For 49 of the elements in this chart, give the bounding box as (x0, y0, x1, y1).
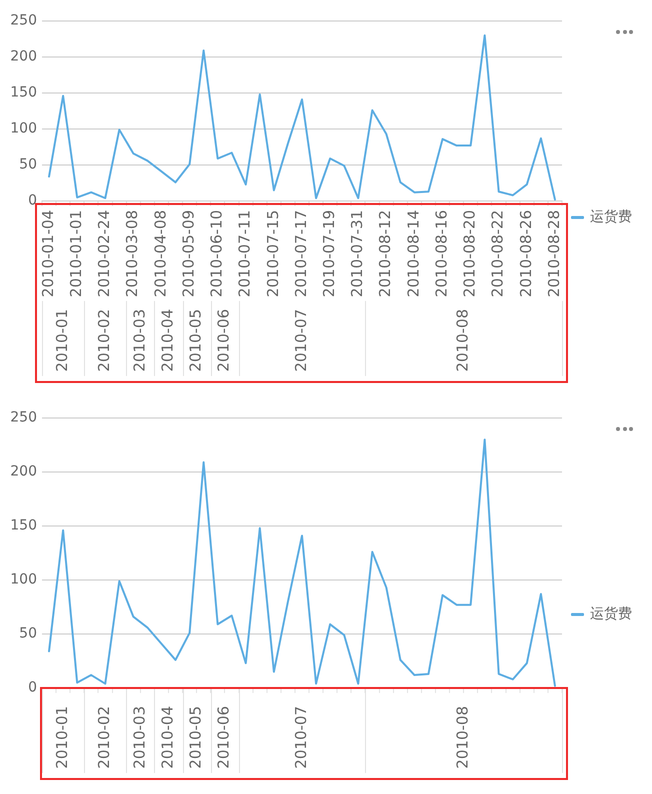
x-tick-label: 2010-08-26 (516, 210, 535, 298)
x-tick-label: 2010-08-14 (404, 210, 422, 298)
text: 2010-03 (130, 309, 148, 372)
text: 2010-01 (52, 309, 71, 372)
y-tick-label: 50 (19, 626, 37, 642)
y-tick-label: 250 (10, 12, 37, 29)
x-tick-label: 2010-01-04 (38, 210, 57, 298)
legend-label: 运货费 (590, 208, 632, 226)
x-tick-label: 2010-07-17 (292, 210, 310, 298)
text: 2010-03 (130, 706, 148, 769)
x-tick-label: 2010-08-12 (376, 210, 394, 298)
text: 2010-08 (454, 706, 472, 769)
x-tick-label: 2010-07-11 (236, 210, 254, 298)
text: 2010-05 (186, 309, 204, 372)
text: 2010-02 (95, 309, 114, 372)
x-tick-label: 2010-08-20 (460, 210, 479, 298)
text: 2010-05 (186, 706, 204, 769)
y-tick-label: 150 (10, 84, 37, 101)
x-tick-label: 2010-02-24 (95, 210, 114, 298)
x-tick-label: 2010-08-28 (544, 210, 563, 298)
x-tick-label: 2010-06-10 (208, 210, 226, 298)
x-tick-label: 2010-03-08 (123, 210, 142, 298)
y-tick-label: 150 (10, 518, 37, 534)
text: 2010-07 (292, 706, 310, 769)
x-tick-label: 2010-07-19 (320, 210, 338, 298)
y-tick-label: 100 (10, 572, 37, 588)
y-tick-label: 200 (10, 48, 37, 65)
x-tick-label: 2010-07-15 (264, 210, 282, 298)
y-tick-label: 0 (28, 680, 37, 696)
text: 2010-04 (158, 706, 176, 769)
text: 2010-07 (292, 309, 310, 372)
x-tick-label: 2010-08-22 (488, 210, 507, 298)
text: 2010-01 (52, 706, 71, 769)
text: 2010-08 (454, 309, 472, 372)
y-tick-label: 200 (10, 464, 37, 480)
y-tick-label: 50 (19, 156, 37, 173)
x-tick-label: 2010-01-01 (67, 210, 86, 298)
x-tick-label: 2010-08-16 (432, 210, 450, 298)
text: 2010-02 (95, 706, 114, 769)
text: 2010-04 (158, 309, 176, 372)
y-tick-label: 100 (10, 120, 37, 137)
x-tick-label: 2010-07-31 (348, 210, 366, 298)
y-tick-label: 250 (10, 410, 37, 426)
x-tick-label: 2010-04-08 (151, 210, 170, 298)
text: 2010-06 (214, 309, 233, 372)
text: 2010-06 (214, 706, 233, 769)
legend-label: 运货费 (590, 605, 632, 623)
y-tick-label: 0 (28, 192, 37, 209)
x-tick-label: 2010-05-09 (179, 210, 198, 298)
